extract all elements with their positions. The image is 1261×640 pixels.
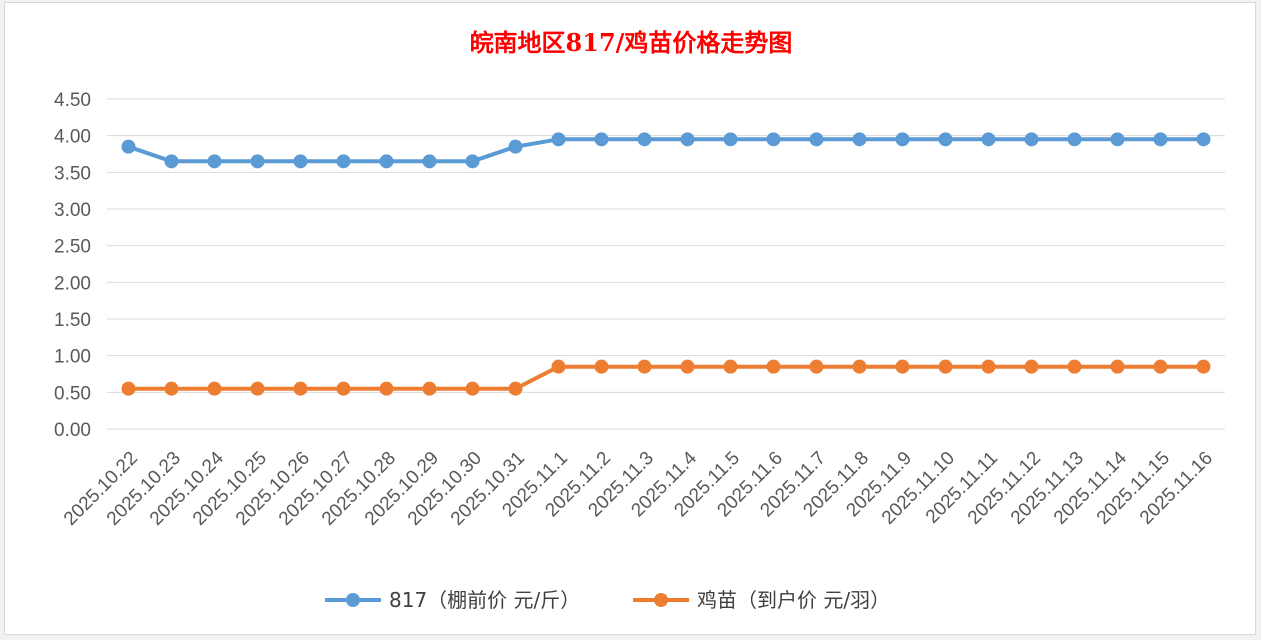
data-point	[938, 132, 953, 147]
data-point	[250, 154, 265, 169]
data-point	[723, 132, 738, 147]
data-point	[121, 139, 136, 154]
gridlines	[107, 98, 1225, 430]
data-point	[895, 132, 910, 147]
y-tick-label: 2.50	[54, 237, 91, 258]
data-point	[121, 381, 136, 396]
data-point	[293, 381, 308, 396]
data-point	[508, 381, 523, 396]
series-lines	[121, 132, 1211, 396]
legend-marker	[346, 593, 360, 607]
data-point	[938, 359, 953, 374]
data-point	[766, 359, 781, 374]
y-tick-label: 0.50	[54, 383, 91, 404]
chart-title: 皖南地区817/鸡苗价格走势图	[470, 28, 793, 57]
y-tick-label: 2.00	[54, 273, 91, 294]
data-point	[551, 132, 566, 147]
data-point	[637, 359, 652, 374]
data-point	[465, 381, 480, 396]
data-point	[250, 381, 265, 396]
y-tick-label: 0.00	[54, 420, 91, 441]
legend-marker	[654, 593, 668, 607]
x-axis-tick-labels: 2025.10.222025.10.232025.10.242025.10.25…	[60, 447, 1217, 529]
data-point	[336, 381, 351, 396]
data-point	[680, 132, 695, 147]
data-point	[981, 132, 996, 147]
data-point	[551, 359, 566, 374]
data-point	[852, 132, 867, 147]
data-point	[809, 359, 824, 374]
data-point	[379, 154, 394, 169]
data-point	[1196, 359, 1211, 374]
series-line	[126, 364, 1206, 391]
data-point	[1067, 359, 1082, 374]
legend: 817（棚前价 元/斤） 鸡苗（到户价 元/羽）	[325, 588, 890, 612]
data-point	[379, 381, 394, 396]
data-point	[422, 381, 437, 396]
data-point	[637, 132, 652, 147]
line-chart: 皖南地区817/鸡苗价格走势图 0.00 0.50 1.00 1.50 2.00 2.50…	[54, 28, 1225, 612]
data-point	[293, 154, 308, 169]
data-point	[809, 132, 824, 147]
data-point	[336, 154, 351, 169]
data-point	[766, 132, 781, 147]
data-point	[1067, 132, 1082, 147]
data-point	[594, 359, 609, 374]
data-point	[508, 139, 523, 154]
data-point	[1153, 359, 1168, 374]
y-tick-label: 1.00	[54, 347, 91, 368]
y-tick-label: 3.00	[54, 200, 91, 221]
data-point	[594, 132, 609, 147]
data-point	[1110, 359, 1125, 374]
legend-label: 鸡苗（到户价 元/羽）	[697, 588, 890, 612]
data-point	[1153, 132, 1168, 147]
series-line	[126, 137, 1206, 164]
chart-frame: 皖南地区817/鸡苗价格走势图 0.00 0.50 1.00 1.50 2.00 2.50…	[4, 2, 1256, 635]
data-point	[1110, 132, 1125, 147]
y-axis-tick-labels: 0.00 0.50 1.00 1.50 2.00 2.50 3.00 3.50 4.00 4.50	[54, 90, 91, 441]
data-point	[1024, 359, 1039, 374]
data-point	[895, 359, 910, 374]
data-point	[1196, 132, 1211, 147]
data-point	[465, 154, 480, 169]
data-point	[680, 359, 695, 374]
data-point	[164, 381, 179, 396]
y-tick-label: 1.50	[54, 310, 91, 331]
data-point	[1024, 132, 1039, 147]
data-point	[852, 359, 867, 374]
data-point	[164, 154, 179, 169]
y-tick-label: 3.50	[54, 163, 91, 184]
data-point	[207, 381, 222, 396]
y-tick-label: 4.00	[54, 127, 91, 148]
legend-label: 817（棚前价 元/斤）	[389, 588, 580, 612]
data-point	[723, 359, 738, 374]
data-point	[422, 154, 437, 169]
data-point	[207, 154, 222, 169]
data-point	[981, 359, 996, 374]
y-tick-label: 4.50	[54, 90, 91, 111]
